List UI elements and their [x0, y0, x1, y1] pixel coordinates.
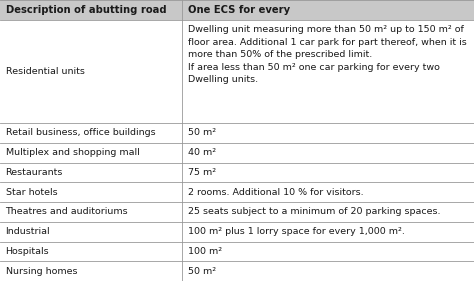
Text: 100 m² plus 1 lorry space for every 1,000 m².: 100 m² plus 1 lorry space for every 1,00… — [188, 227, 405, 236]
Text: 50 m²: 50 m² — [188, 267, 216, 276]
Text: Theatres and auditoriums: Theatres and auditoriums — [6, 207, 128, 216]
Text: One ECS for every: One ECS for every — [188, 5, 290, 15]
Text: 50 m²: 50 m² — [188, 128, 216, 137]
Text: 100 m²: 100 m² — [188, 247, 222, 256]
Text: Nursing homes: Nursing homes — [6, 267, 77, 276]
Bar — [0, 123, 474, 143]
Text: 25 seats subject to a minimum of 20 parking spaces.: 25 seats subject to a minimum of 20 park… — [188, 207, 440, 216]
Bar — [0, 202, 474, 222]
Bar — [0, 261, 474, 281]
Text: Retail business, office buildings: Retail business, office buildings — [6, 128, 155, 137]
Text: 2 rooms. Additional 10 % for visitors.: 2 rooms. Additional 10 % for visitors. — [188, 188, 364, 197]
Text: Multiplex and shopping mall: Multiplex and shopping mall — [6, 148, 139, 157]
Text: Description of abutting road: Description of abutting road — [6, 5, 166, 15]
Bar — [0, 20, 474, 123]
Bar — [0, 222, 474, 242]
Bar — [0, 0, 474, 20]
Text: Restaurants: Restaurants — [6, 168, 63, 177]
Bar — [0, 182, 474, 202]
Text: 40 m²: 40 m² — [188, 148, 216, 157]
Text: Hospitals: Hospitals — [6, 247, 49, 256]
Bar — [0, 143, 474, 163]
Text: 75 m²: 75 m² — [188, 168, 216, 177]
Text: Industrial: Industrial — [6, 227, 50, 236]
Bar — [0, 163, 474, 182]
Text: Residential units: Residential units — [6, 67, 84, 76]
Text: Dwelling unit measuring more than 50 m² up to 150 m² of
floor area. Additional 1: Dwelling unit measuring more than 50 m² … — [188, 25, 467, 84]
Text: Star hotels: Star hotels — [6, 188, 57, 197]
Bar — [0, 242, 474, 261]
